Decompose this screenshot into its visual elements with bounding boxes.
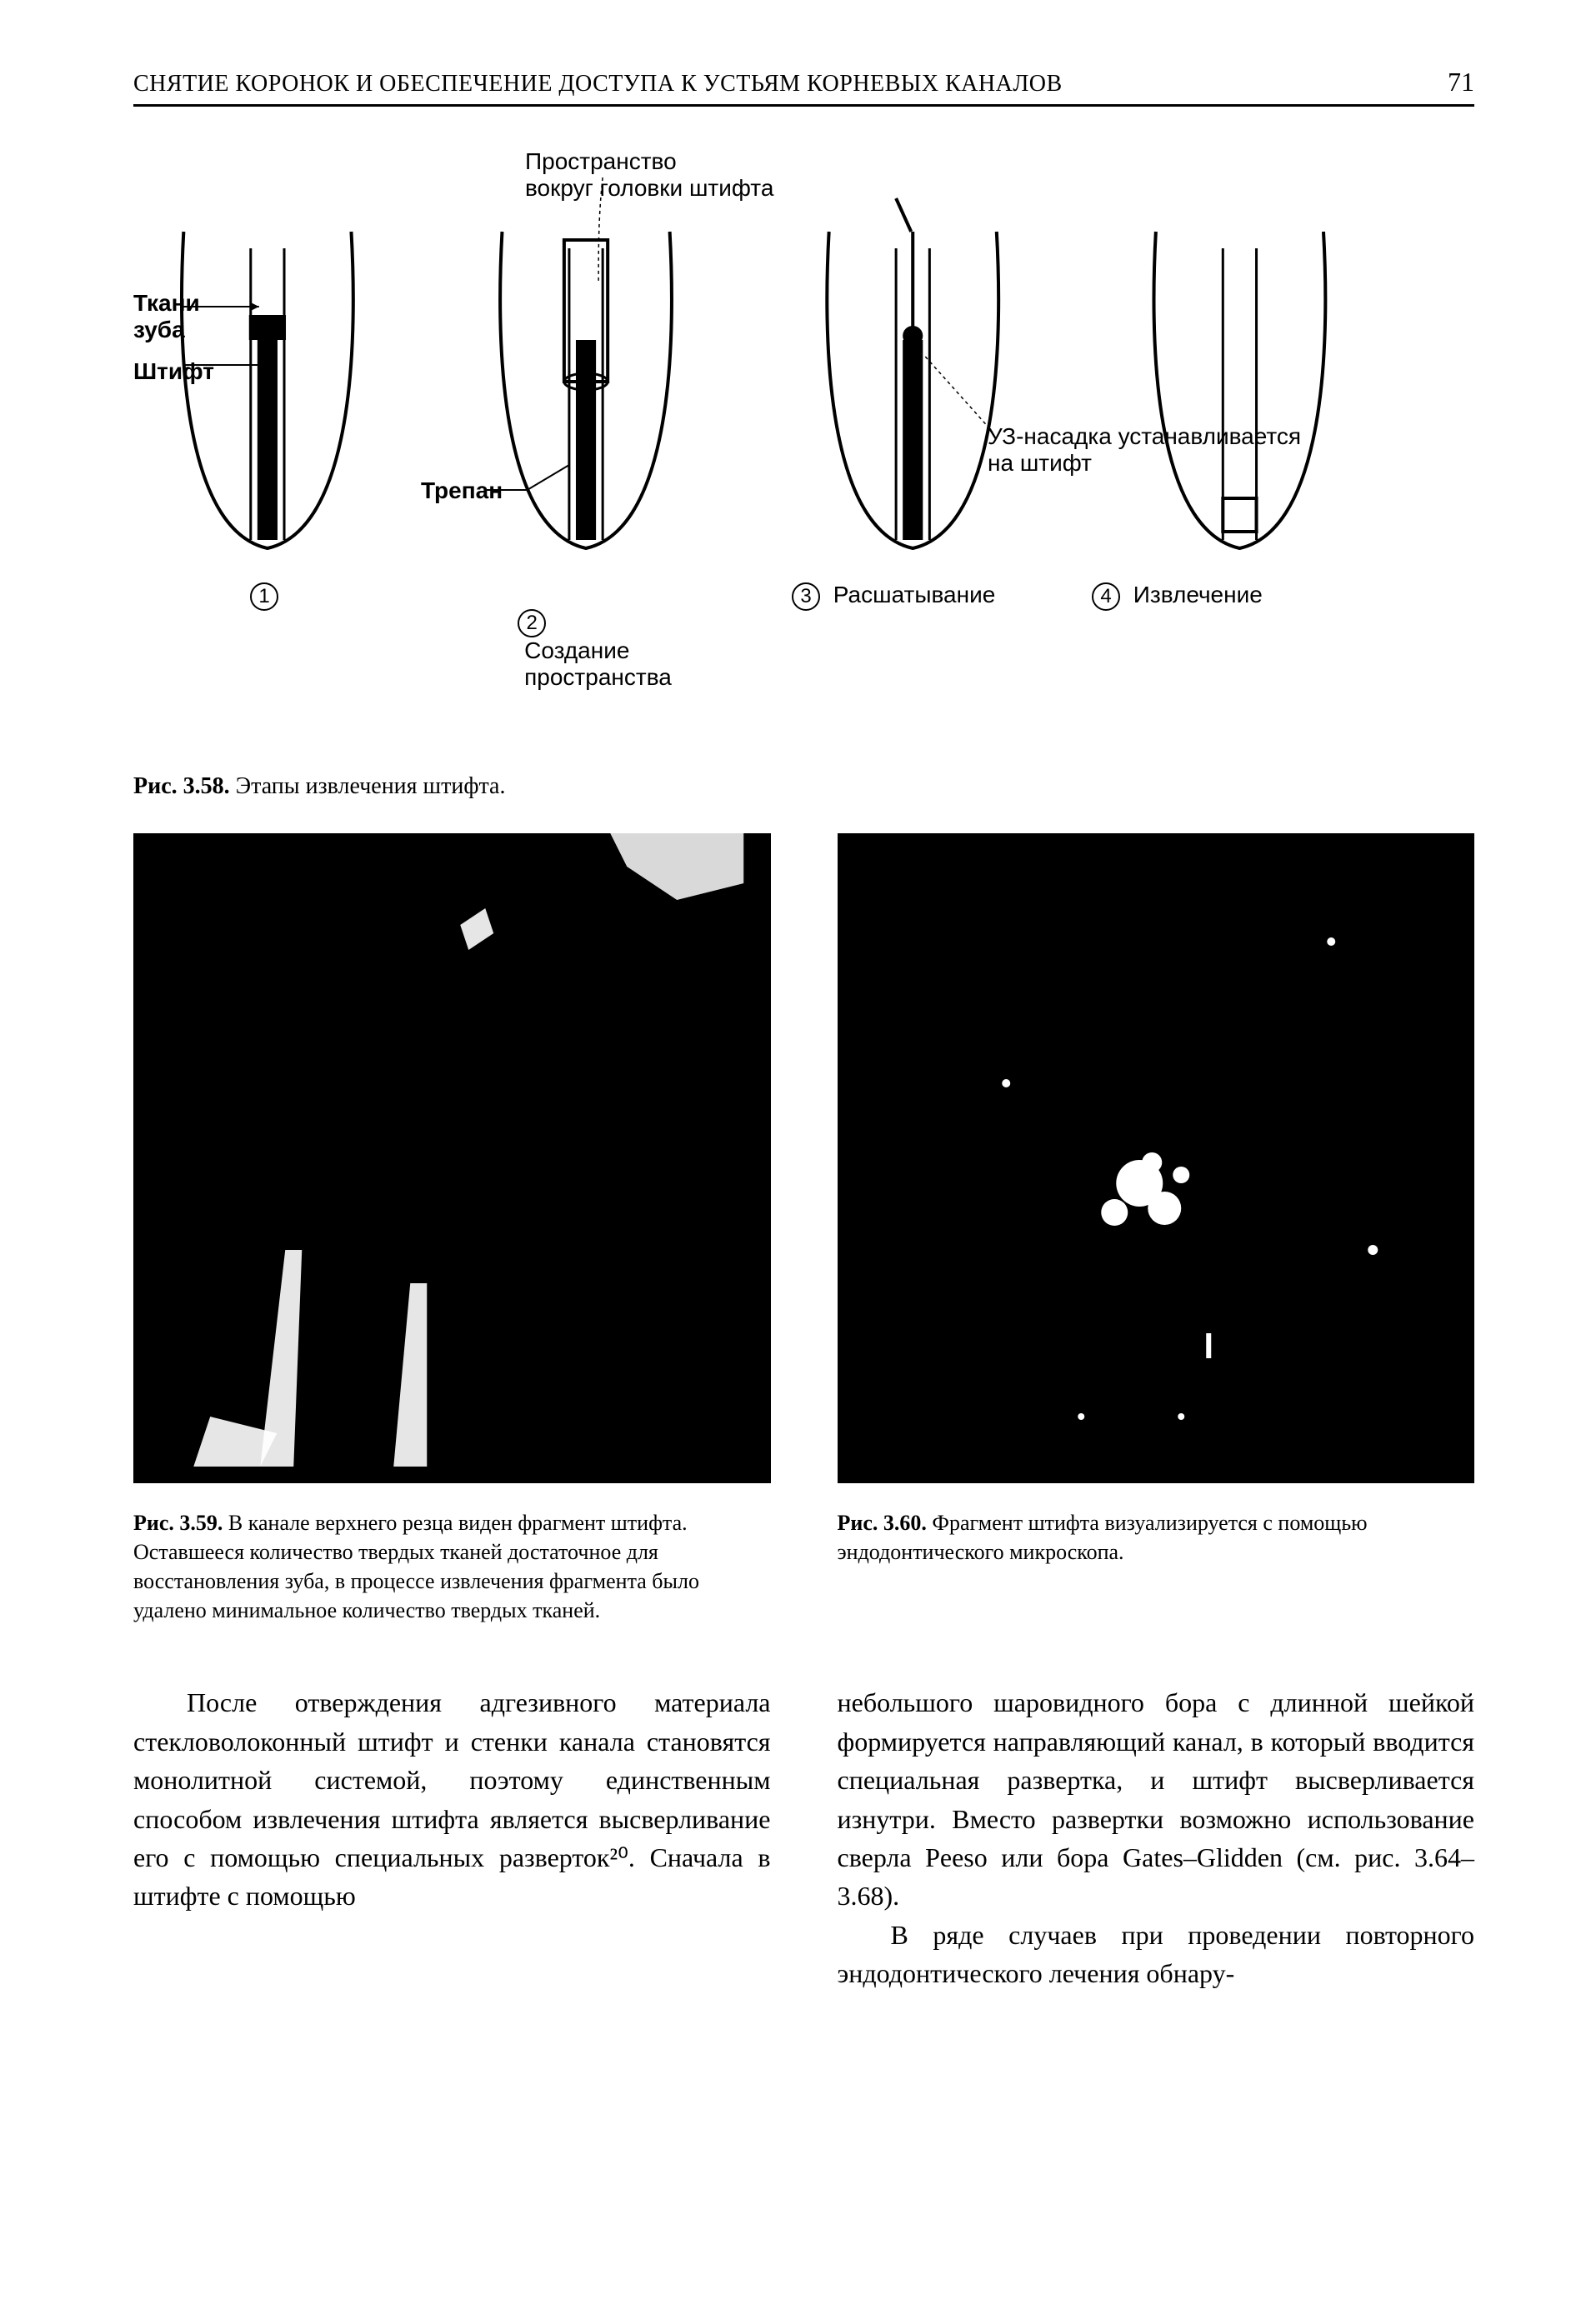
step-1-num: 1 [250, 582, 278, 611]
step-3-label: Расшатывание [833, 582, 996, 607]
label-tkani: Ткани зуба [133, 290, 200, 343]
page-header: СНЯТИЕ КОРОНОК И ОБЕСПЕЧЕНИЕ ДОСТУПА К У… [133, 67, 1474, 107]
step-4-num: 4 [1092, 582, 1120, 611]
step-2-label: Создание пространства [524, 637, 672, 691]
label-uz: УЗ-насадка устанавливается на штифт [988, 423, 1301, 477]
figure-358-caption-text: Этапы извлечения штифта. [230, 773, 506, 799]
step-3-num: 3 [792, 582, 820, 611]
page-number: 71 [1448, 67, 1474, 97]
step-4: 4 Извлечение [1092, 582, 1263, 611]
figure-358-caption: Рис. 3.58. Этапы извлечения штифта. [133, 773, 1474, 800]
figure-360-image [838, 833, 1475, 1483]
step-2-num: 2 [518, 609, 546, 637]
step-1: 1 [250, 582, 278, 611]
figure-359-caption: Рис. 3.59. В канале верхнего резца виден… [133, 1508, 771, 1625]
body-col-left: После отверждения адгезивного материала … [133, 1683, 771, 1992]
body-left-para: После отверждения адгезивного материала … [133, 1683, 771, 1915]
body-text: После отверждения адгезивного материала … [133, 1683, 1474, 1992]
label-trepan: Трепан [421, 477, 503, 504]
step-3: 3 Расшатывание [792, 582, 995, 611]
figure-359-caption-prefix: Рис. 3.59. [133, 1511, 223, 1535]
body-right-para2: В ряде случаев при проведении повторного… [838, 1916, 1475, 1993]
step-2: 2 Создание пространства [492, 582, 672, 717]
figure-359-image [133, 833, 771, 1483]
header-title: СНЯТИЕ КОРОНОК И ОБЕСПЕЧЕНИЕ ДОСТУПА К У… [133, 71, 1063, 97]
figure-360-caption: Рис. 3.60. Фрагмент штифта визуализирует… [838, 1508, 1475, 1567]
annotation-space: Пространство вокруг головки штифта [525, 148, 773, 202]
figure-360-caption-prefix: Рис. 3.60. [838, 1511, 927, 1535]
body-col-right: небольшого шаровидного бора с длинной ше… [838, 1683, 1475, 1992]
step-4-label: Извлечение [1133, 582, 1263, 607]
body-right-para1: небольшого шаровидного бора с длинной ше… [838, 1683, 1475, 1915]
label-shtift: Штифт [133, 358, 214, 385]
figure-358-caption-prefix: Рис. 3.58. [133, 773, 230, 799]
figure-358-diagram: Пространство вокруг головки штифта Ткани… [133, 148, 1474, 748]
